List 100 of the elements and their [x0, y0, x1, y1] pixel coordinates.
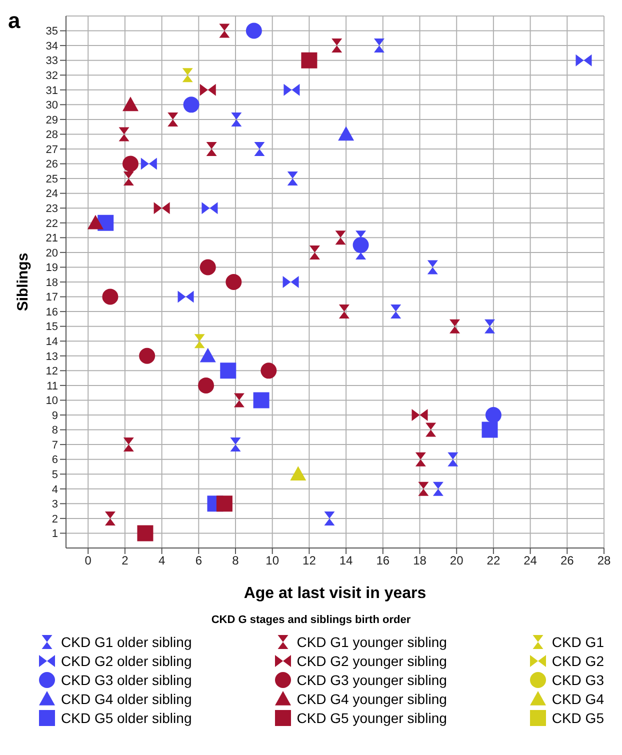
point: [202, 202, 218, 214]
point: [200, 84, 216, 96]
chart-title: a: [8, 8, 20, 34]
x-tick-label: 22: [486, 554, 500, 568]
point: [432, 482, 444, 496]
y-tick-label: 26: [46, 158, 58, 171]
point: [231, 112, 242, 126]
point: [576, 54, 592, 66]
legend-label: CKD G5: [552, 710, 604, 726]
y-tick-label: 6: [52, 454, 58, 466]
point: [412, 409, 428, 421]
point: [290, 466, 306, 481]
y-tick-label: 27: [46, 144, 58, 156]
x-tick-label: 28: [597, 554, 611, 568]
x-tick-label: 18: [413, 554, 427, 568]
point: [206, 142, 217, 156]
point: [484, 319, 496, 334]
y-tick-label: 4: [52, 484, 58, 496]
y-tick-label: 30: [46, 100, 58, 112]
point: [374, 38, 384, 53]
point: [219, 24, 230, 38]
y-tick-label: 25: [46, 173, 58, 186]
point: [246, 22, 262, 39]
legend-label: CKD G2: [552, 652, 604, 668]
y-tick-label: 31: [46, 84, 58, 97]
y-tick-label: 12: [46, 366, 58, 378]
point: [139, 348, 156, 364]
point: [194, 334, 205, 348]
point: [338, 126, 354, 141]
x-tick-label: 26: [560, 554, 574, 568]
y-tick-label: 13: [46, 350, 58, 363]
point: [122, 156, 138, 172]
legend-label: CKD G3: [552, 672, 604, 688]
x-tick-label: 6: [195, 554, 202, 568]
y-tick-label: 1: [52, 528, 58, 540]
x-tick-label: 10: [266, 554, 280, 568]
y-tick-label: 17: [46, 292, 58, 304]
point: [123, 172, 134, 186]
legend-label: CKD G4: [552, 690, 604, 706]
point: [287, 172, 298, 186]
y-tick-label: 33: [46, 55, 58, 68]
y-tick-label: 7: [52, 439, 58, 452]
point: [182, 68, 193, 82]
y-axis-title: Siblings: [14, 252, 32, 312]
point: [427, 260, 438, 274]
point: [324, 511, 335, 526]
point: [284, 84, 300, 96]
point: [87, 214, 104, 230]
y-tick-label: 3: [52, 498, 58, 511]
legend-label: CKD G3 younger sibling: [296, 672, 447, 688]
y-tick-label: 32: [46, 70, 58, 82]
y-tick-label: 29: [46, 114, 58, 126]
legend-label: CKD G1: [552, 634, 604, 650]
x-tick-label: 24: [524, 554, 538, 568]
point: [200, 259, 216, 276]
point: [450, 319, 460, 334]
legend-title: CKD G stages and siblings birth order: [210, 614, 412, 626]
point: [178, 290, 194, 303]
point: [104, 511, 116, 526]
legend-label: CKD G5 older sibling: [61, 710, 192, 726]
legend-label: CKD G2 older sibling: [61, 652, 192, 668]
y-tick-label: 8: [52, 424, 58, 437]
point: [200, 348, 216, 362]
y-tick-label: 20: [46, 247, 58, 260]
point: [234, 393, 244, 408]
x-tick-label: 4: [158, 554, 166, 568]
point: [253, 392, 270, 408]
y-tick-label: 5: [52, 469, 58, 482]
point: [309, 245, 320, 260]
x-tick-label: 14: [339, 554, 354, 568]
point: [118, 127, 130, 142]
y-tick-label: 24: [46, 188, 58, 200]
y-tick-label: 18: [46, 276, 58, 289]
x-tick-label: 20: [450, 554, 464, 568]
y-tick-label: 2: [52, 513, 58, 526]
y-tick-label: 22: [46, 218, 58, 230]
point: [137, 525, 154, 542]
point: [332, 38, 342, 53]
point: [448, 452, 458, 466]
point: [254, 142, 265, 156]
point: [415, 452, 426, 466]
y-tick-label: 28: [46, 129, 58, 142]
y-tick-label: 34: [46, 40, 58, 52]
y-tick-label: 11: [46, 380, 58, 392]
point: [140, 158, 157, 170]
point: [485, 407, 502, 423]
legend-label: CKD G3 older sibling: [61, 672, 192, 688]
point: [338, 304, 350, 319]
legend-label: CKD G2 younger sibling: [296, 652, 447, 668]
point: [352, 237, 369, 254]
y-tick-label: 15: [46, 321, 58, 334]
point: [220, 362, 236, 379]
legend-label: CKD G1 younger sibling: [296, 634, 447, 650]
y-tick-label: 9: [52, 410, 58, 422]
y-tick-label: 19: [46, 262, 58, 274]
x-tick-label: 8: [232, 554, 240, 568]
y-tick-label: 21: [46, 232, 58, 245]
x-tick-label: 2: [122, 554, 129, 568]
y-tick-label: 14: [46, 336, 58, 348]
point: [230, 438, 241, 452]
